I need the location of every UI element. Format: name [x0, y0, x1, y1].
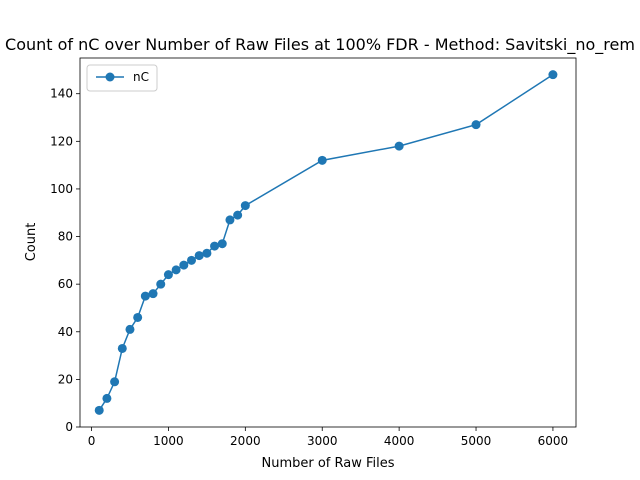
data-point [548, 70, 558, 80]
data-point [156, 279, 166, 289]
data-point [471, 120, 481, 130]
x-tick-label: 6000 [538, 434, 569, 448]
data-point [194, 251, 204, 261]
data-point [140, 291, 150, 301]
y-tick-label: 20 [58, 372, 73, 386]
data-point [179, 260, 189, 270]
y-tick-label: 100 [50, 182, 73, 196]
data-point [240, 201, 250, 211]
data-point [394, 141, 404, 151]
data-point [233, 210, 243, 220]
data-point [125, 324, 135, 334]
y-axis-label: Count [24, 223, 39, 262]
legend-entry-nc: nC [133, 70, 149, 84]
x-tick-label: 3000 [307, 434, 338, 448]
y-tick-label: 140 [50, 87, 73, 101]
data-point [163, 270, 173, 280]
data-point [94, 405, 104, 415]
data-point [171, 265, 181, 275]
plot-frame [79, 57, 577, 428]
data-point [317, 155, 327, 165]
x-tick-label: 4000 [384, 434, 415, 448]
data-point [133, 312, 143, 322]
data-point [110, 377, 120, 387]
legend-box [86, 64, 158, 92]
series-line-nc [98, 74, 554, 411]
y-tick-label: 40 [58, 325, 73, 339]
data-point [202, 248, 212, 258]
y-axis-ticks: 0 20 40 60 80 100 120 140 [50, 87, 80, 434]
y-tick-label: 0 [65, 420, 73, 434]
plot-area [94, 70, 558, 415]
legend: nC [86, 64, 158, 92]
data-point [148, 289, 158, 299]
x-axis-label: Number of Raw Files [261, 456, 394, 471]
data-point [210, 241, 220, 251]
data-point [102, 393, 112, 403]
y-tick-label: 80 [58, 230, 73, 244]
y-tick-label: 60 [58, 277, 73, 291]
chart-title: Count of nC over Number of Raw Files at … [5, 35, 635, 55]
x-tick-label: 1000 [153, 434, 184, 448]
data-point [225, 215, 235, 225]
legend-marker [105, 72, 115, 82]
y-tick-label: 120 [50, 134, 73, 148]
x-tick-label: 5000 [461, 434, 492, 448]
x-tick-label: 0 [88, 434, 96, 448]
data-point [217, 239, 227, 249]
x-axis-ticks: 0 1000 2000 3000 4000 5000 6000 [88, 427, 568, 448]
data-point [117, 343, 127, 353]
data-point [187, 255, 197, 265]
x-tick-label: 2000 [230, 434, 261, 448]
